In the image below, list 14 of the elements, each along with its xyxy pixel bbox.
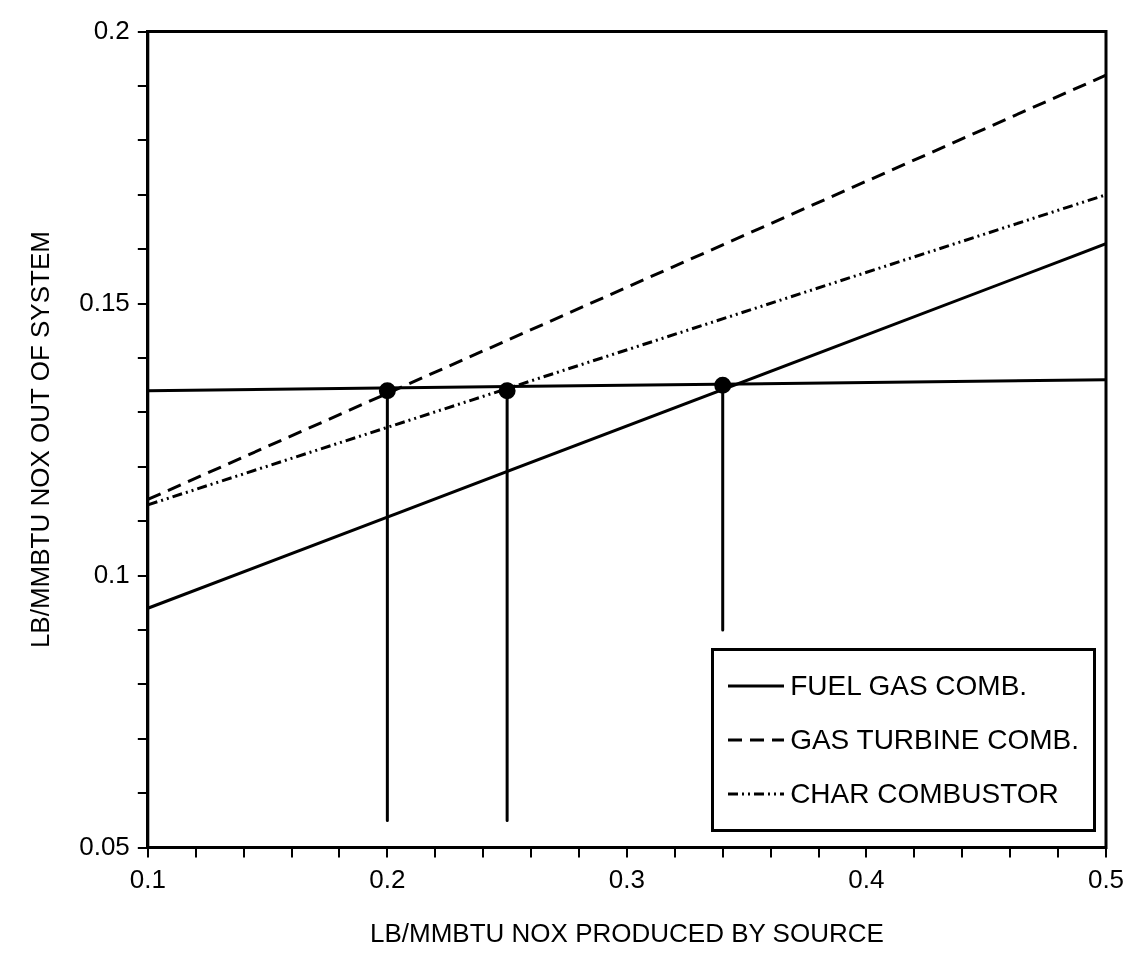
y-tick-label: 0.15	[79, 286, 130, 317]
y-axis-title: LB/MMBTU NOX OUT OF SYSTEM	[24, 231, 55, 649]
x-axis-title: LB/MMBTU NOX PRODUCED BY SOURCE	[369, 917, 884, 948]
y-tick-label: 0.1	[93, 558, 130, 589]
x-tick-label: 0.4	[848, 864, 885, 895]
x-tick-label: 0.1	[129, 864, 166, 895]
x-tick-label: 0.3	[608, 864, 645, 895]
y-tick-label: 0.2	[93, 14, 130, 45]
legend-label: CHAR COMBUSTOR	[790, 777, 1059, 810]
x-tick-label: 0.5	[1087, 864, 1125, 895]
y-tick-label: 0.05	[79, 830, 130, 861]
legend-label: FUEL GAS COMB.	[790, 669, 1028, 702]
x-tick-label: 0.2	[369, 864, 406, 895]
legend-label: GAS TURBINE COMB.	[790, 723, 1079, 756]
